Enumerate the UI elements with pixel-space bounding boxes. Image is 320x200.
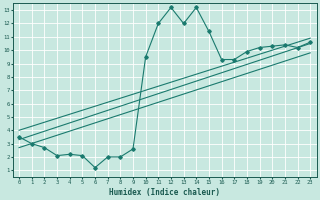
X-axis label: Humidex (Indice chaleur): Humidex (Indice chaleur) [109,188,220,197]
